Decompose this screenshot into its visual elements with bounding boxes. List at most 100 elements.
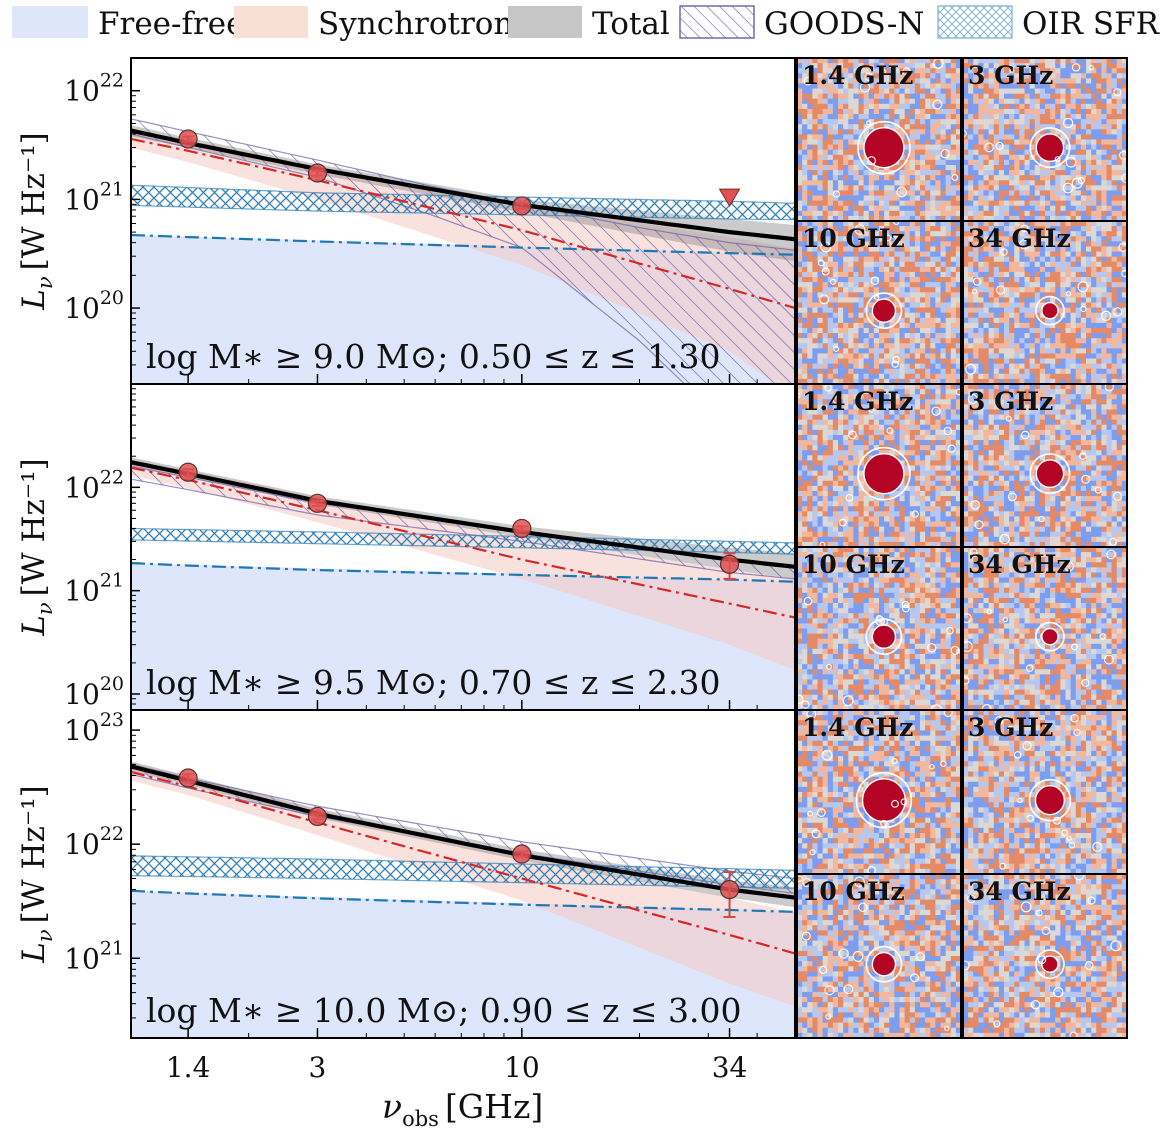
band-synchrotron [131,762,795,1007]
legend-label-synchrotron: Synchrotron [318,6,513,42]
cutout-label: 34 GHz [968,877,1071,906]
y-tick-label: 1023 [64,709,124,747]
y-axis-label: Lν[W Hz⁻¹] [16,785,57,963]
source-contour [1035,295,1065,326]
cutout-3ghz: 3 GHz [962,709,1128,875]
cutout-label: 10 GHz [802,224,905,253]
source-blob [1035,459,1065,489]
cutout-frame [962,873,1128,1039]
panel-plot-area [131,761,795,1038]
data-point [512,196,532,216]
source-contour [865,945,903,983]
x-axis-label: νobs [GHz] [382,1087,543,1129]
source-contour [865,292,903,330]
y-tick-label: 1020 [64,287,124,325]
x-tick-label: 1.4 [166,1051,211,1084]
legend-label-total: Total [592,6,670,42]
source-blob [863,452,905,495]
source-contour [1029,127,1071,169]
data-point [719,879,740,900]
cutout-1p4ghz: 1.4 GHz [796,57,962,222]
source-blob [861,778,907,823]
cutout-frame [796,873,962,1039]
source-contour [857,120,911,175]
cutout-label: 3 GHz [968,713,1053,742]
source-blob [871,298,897,323]
series-line-free-free [131,562,795,583]
data-point [307,163,328,183]
y-tick-label: 1022 [64,823,124,861]
panel-plot-area [131,118,795,384]
source-contour [1028,778,1072,822]
data-point [512,844,532,864]
y-tick-label: 1021 [64,570,124,608]
cutout-label: 34 GHz [968,550,1071,579]
cutout-34ghz: 34 GHz [962,873,1128,1039]
series-line-synchrotron [131,770,795,955]
band-synchrotron [131,459,795,671]
panel-annotation: log M∗ ≥ 9.5 M⊙; 0.70 ≤ z ≤ 2.30 [146,663,721,702]
source-blob [1034,785,1066,816]
data-point [307,806,328,827]
cutout-34ghz: 34 GHz [962,546,1128,711]
legend-swatch-free-free [12,6,88,38]
source-contour [1035,949,1065,980]
legend-item-synchrotron: Synchrotron [234,6,513,42]
legend-swatch-oir-sfr [937,5,1013,39]
data-point [719,554,740,574]
x-axis: 1.4 3 10 34 νobs [GHz] [166,1051,748,1129]
cutout-label: 3 GHz [968,387,1053,416]
legend-label-free-free: Free-free [98,6,244,42]
cutout-label: 1.4 GHz [802,61,913,90]
y-tick-label: 1021 [64,937,124,975]
source-blob [1041,955,1059,974]
x-ticks [130,1028,796,1038]
cutout-34ghz: 34 GHz [962,220,1128,385]
hatched-oir-sfr [131,184,795,221]
series-line-synchrotron [131,466,795,619]
x-tick-label: 34 [712,1051,748,1084]
series-line-total [131,128,795,242]
cutout-10ghz: 10 GHz [796,873,962,1039]
y-tick-label: 1020 [64,673,124,711]
source-blob [1041,301,1059,320]
cutout-grid: 1.4 GHz 3 GHz 10 GHz 34 GHz 1.4 GHz 3 GHz 10 G… [796,57,1128,1039]
y-axis-label: Lν[W Hz⁻¹] [16,458,57,636]
cutout-1p4ghz: 1.4 GHz [796,383,962,548]
legend-item-total: Total [508,6,670,42]
source-contour [1035,621,1065,652]
cutout-label: 1.4 GHz [802,713,913,742]
source-contour [857,446,911,501]
source-blob [1035,133,1065,163]
legend-swatch-total [508,6,582,38]
legend: Free-free Synchrotron Total GOODS-N OIR … [12,5,1161,42]
data-point [512,518,532,539]
cutout-10ghz: 10 GHz [796,546,962,711]
series-line-total [131,460,795,569]
legend-item-free-free: Free-free [12,6,244,42]
data-point [307,493,328,513]
y-tick-label: 1022 [64,466,124,504]
series-line-free-free [131,889,795,913]
legend-swatch-synchrotron [234,6,308,38]
source-contour [1029,453,1071,495]
legend-item-oir-sfr: OIR SFR [937,5,1161,42]
legend-label-goods-n: GOODS-N [764,6,924,42]
cutout-label: 10 GHz [802,550,905,579]
panel-plot-area [131,457,795,710]
x-tick-label: 3 [309,1051,327,1084]
source-blob [871,951,897,977]
cutout-1p4ghz: 1.4 GHz [796,709,962,875]
data-point [178,129,198,149]
cutout-3ghz: 3 GHz [962,383,1128,548]
cutout-label: 10 GHz [802,877,905,906]
y-tick-label: 1021 [64,178,124,216]
panel-frame [130,709,796,1039]
series-line-free-free [131,233,795,256]
data-point [178,768,198,788]
source-blob [1041,627,1059,646]
cutout-label: 3 GHz [968,61,1053,90]
